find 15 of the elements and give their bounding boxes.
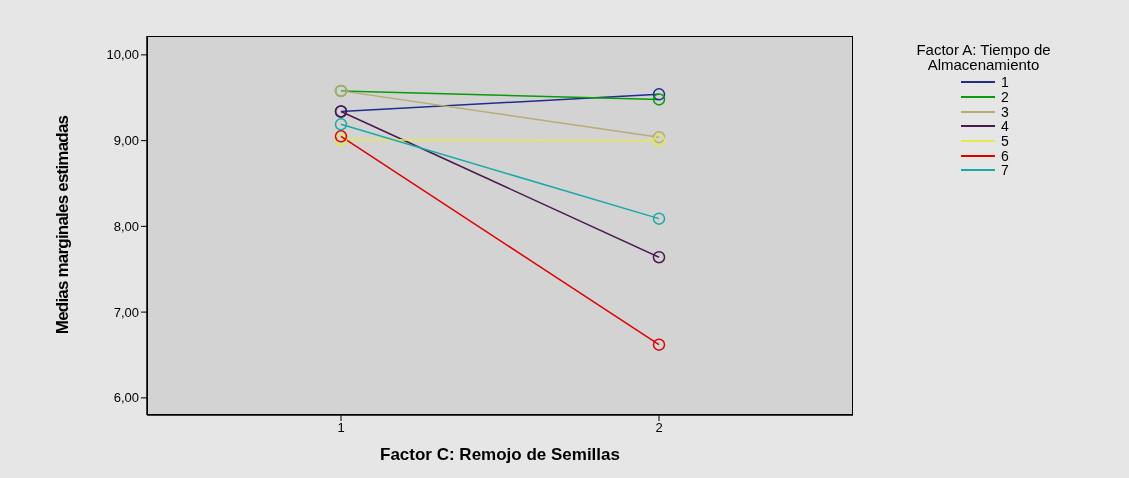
y-tick-label: 7,00 bbox=[113, 304, 139, 320]
y-tick-label: 6,00 bbox=[113, 390, 139, 406]
legend-label: 1 bbox=[1001, 74, 1009, 91]
legend-title: Factor A: Tiempo de Almacenamiento bbox=[915, 41, 1052, 73]
legend-label: 7 bbox=[1001, 162, 1009, 179]
y-tick-label: 8,00 bbox=[113, 218, 139, 234]
y-axis-title: Medias marginales estimadas bbox=[53, 115, 73, 335]
legend-label: 6 bbox=[1001, 147, 1009, 164]
legend-label: 4 bbox=[1001, 118, 1009, 135]
x-axis-title: Factor C: Remojo de Semillas bbox=[380, 445, 620, 465]
y-tick-label: 9,00 bbox=[113, 133, 139, 149]
y-tick-label: 10,00 bbox=[106, 47, 139, 63]
legend-label: 2 bbox=[1001, 89, 1009, 106]
legend-label: 5 bbox=[1001, 133, 1009, 150]
legend-label: 3 bbox=[1001, 103, 1009, 120]
